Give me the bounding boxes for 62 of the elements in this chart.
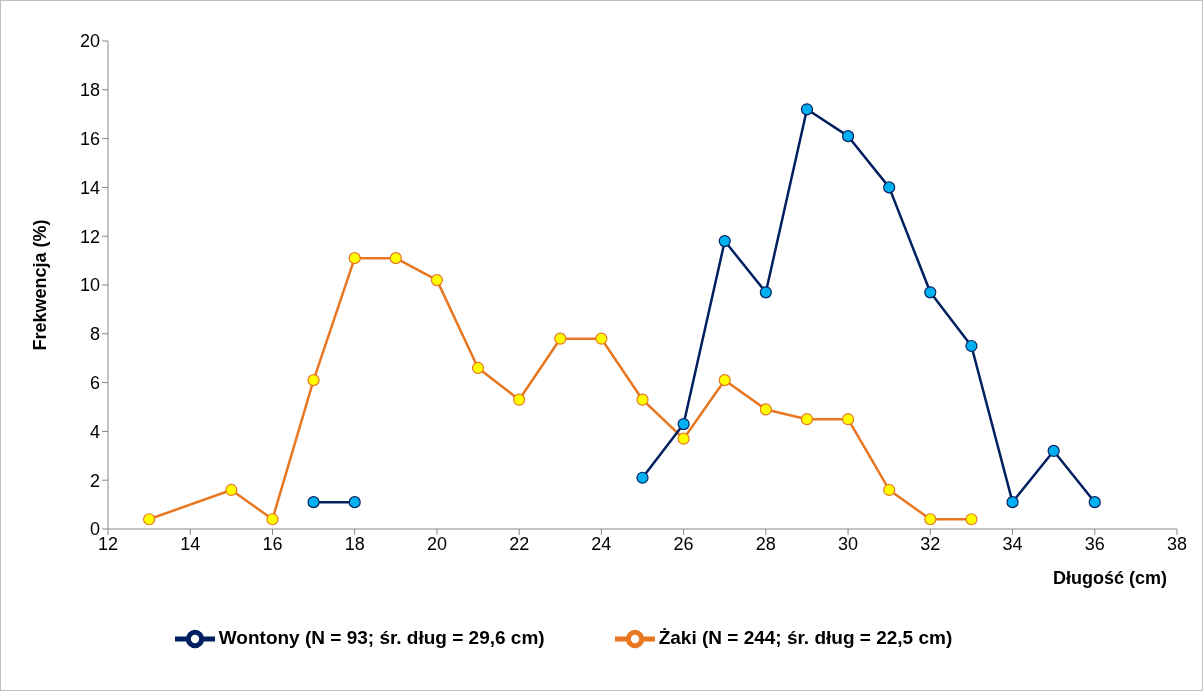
point	[636, 471, 649, 484]
point	[636, 393, 649, 406]
point	[348, 252, 361, 265]
point	[143, 513, 156, 526]
point	[1047, 444, 1060, 458]
point	[677, 432, 690, 445]
y-axis-title: Frekwencja (%)	[30, 219, 51, 351]
point	[759, 286, 772, 299]
point	[1088, 496, 1101, 509]
x-tick-label: 32	[920, 533, 941, 554]
x-tick-label: 14	[180, 533, 201, 554]
x-tick-label: 30	[838, 533, 859, 554]
y-tick-label: 0	[89, 519, 100, 540]
x-axis-title: Długość (cm)	[1052, 568, 1167, 588]
y-tick-label: 8	[89, 324, 100, 345]
x-tick-label: 20	[426, 533, 447, 554]
point	[677, 417, 690, 431]
point	[718, 234, 731, 248]
x-tick-label: 26	[673, 533, 694, 554]
point	[883, 181, 896, 194]
x-tick-label: 16	[262, 533, 283, 554]
y-tick-label: 10	[79, 275, 100, 296]
point	[513, 393, 526, 406]
point	[800, 103, 814, 116]
y-tick-label: 16	[79, 128, 100, 149]
x-tick-label: 38	[1166, 533, 1188, 554]
y-tick-label: 6	[89, 372, 100, 393]
point	[389, 252, 402, 265]
y-tick-label: 18	[79, 80, 100, 101]
point	[595, 332, 608, 345]
point	[718, 374, 731, 387]
legend-label: Żaki (N = 244; śr. dług = 22,5 cm)	[658, 627, 953, 649]
x-tick-label: 24	[591, 533, 612, 554]
y-tick-label: 20	[79, 31, 100, 52]
point	[554, 332, 567, 345]
point	[924, 286, 937, 299]
point	[471, 361, 485, 375]
point	[266, 513, 279, 526]
point	[965, 513, 978, 526]
point	[348, 496, 361, 509]
point	[307, 496, 320, 509]
point	[841, 130, 855, 143]
x-tick-label: 22	[509, 533, 530, 554]
y-tick-label: 14	[79, 177, 100, 198]
point	[1006, 496, 1019, 509]
legend-label: Wontony (N = 93; śr. dług = 29,6 cm)	[218, 627, 545, 649]
point	[430, 274, 444, 287]
x-tick-label: 34	[1002, 533, 1023, 554]
x-tick-label: 28	[755, 533, 776, 554]
point	[883, 483, 896, 497]
point	[841, 413, 855, 426]
point	[307, 374, 320, 387]
point	[225, 483, 238, 497]
point	[800, 413, 814, 426]
x-tick-label: 18	[344, 533, 365, 554]
y-tick-label: 2	[89, 470, 100, 491]
y-tick-label: 12	[79, 226, 100, 247]
y-tick-label: 4	[89, 421, 100, 442]
point	[759, 403, 772, 416]
x-tick-label: 36	[1084, 533, 1105, 554]
point	[924, 513, 937, 526]
point	[965, 339, 978, 353]
